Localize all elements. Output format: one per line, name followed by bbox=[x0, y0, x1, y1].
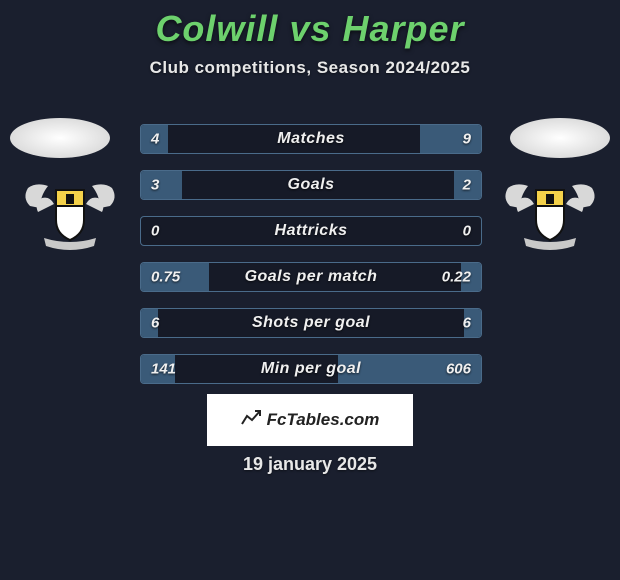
stat-label: Matches bbox=[277, 130, 345, 148]
stat-row: 141 Min per goal 606 bbox=[140, 354, 482, 384]
stat-value-left: 6 bbox=[151, 315, 159, 332]
stat-fill-left bbox=[141, 171, 182, 199]
stat-bars: 4 Matches 9 3 Goals 2 0 Hattricks 0 0.75 Goals per… bbox=[140, 124, 482, 400]
stat-value-right: 0 bbox=[463, 223, 471, 240]
subtitle: Club competitions, Season 2024/2025 bbox=[0, 58, 620, 78]
stat-value-left: 0 bbox=[151, 223, 159, 240]
club-crest-right bbox=[500, 176, 600, 254]
stat-fill-right bbox=[420, 125, 481, 153]
page-title: Colwill vs Harper bbox=[0, 0, 620, 50]
player-avatar-right bbox=[510, 118, 610, 158]
club-crest-left bbox=[20, 176, 120, 254]
stat-value-left: 0.75 bbox=[151, 269, 180, 286]
brand-icon bbox=[241, 410, 261, 431]
stat-value-left: 141 bbox=[151, 361, 176, 378]
stat-label: Shots per goal bbox=[252, 314, 370, 332]
stat-label: Min per goal bbox=[261, 360, 361, 378]
brand-badge: FcTables.com bbox=[207, 394, 413, 446]
stat-label: Goals per match bbox=[245, 268, 378, 286]
brand-text: FcTables.com bbox=[267, 410, 380, 430]
stat-row: 6 Shots per goal 6 bbox=[140, 308, 482, 338]
stat-value-left: 3 bbox=[151, 177, 159, 194]
stat-value-right: 0.22 bbox=[442, 269, 471, 286]
stat-row: 0.75 Goals per match 0.22 bbox=[140, 262, 482, 292]
date-text: 19 january 2025 bbox=[243, 454, 377, 475]
stat-value-right: 2 bbox=[463, 177, 471, 194]
stat-value-right: 9 bbox=[463, 131, 471, 148]
stat-value-right: 606 bbox=[446, 361, 471, 378]
stat-row: 3 Goals 2 bbox=[140, 170, 482, 200]
stat-row: 4 Matches 9 bbox=[140, 124, 482, 154]
stat-value-right: 6 bbox=[463, 315, 471, 332]
stat-label: Goals bbox=[288, 176, 335, 194]
player-avatar-left bbox=[10, 118, 110, 158]
stat-label: Hattricks bbox=[275, 222, 348, 240]
stat-value-left: 4 bbox=[151, 131, 159, 148]
stat-row: 0 Hattricks 0 bbox=[140, 216, 482, 246]
